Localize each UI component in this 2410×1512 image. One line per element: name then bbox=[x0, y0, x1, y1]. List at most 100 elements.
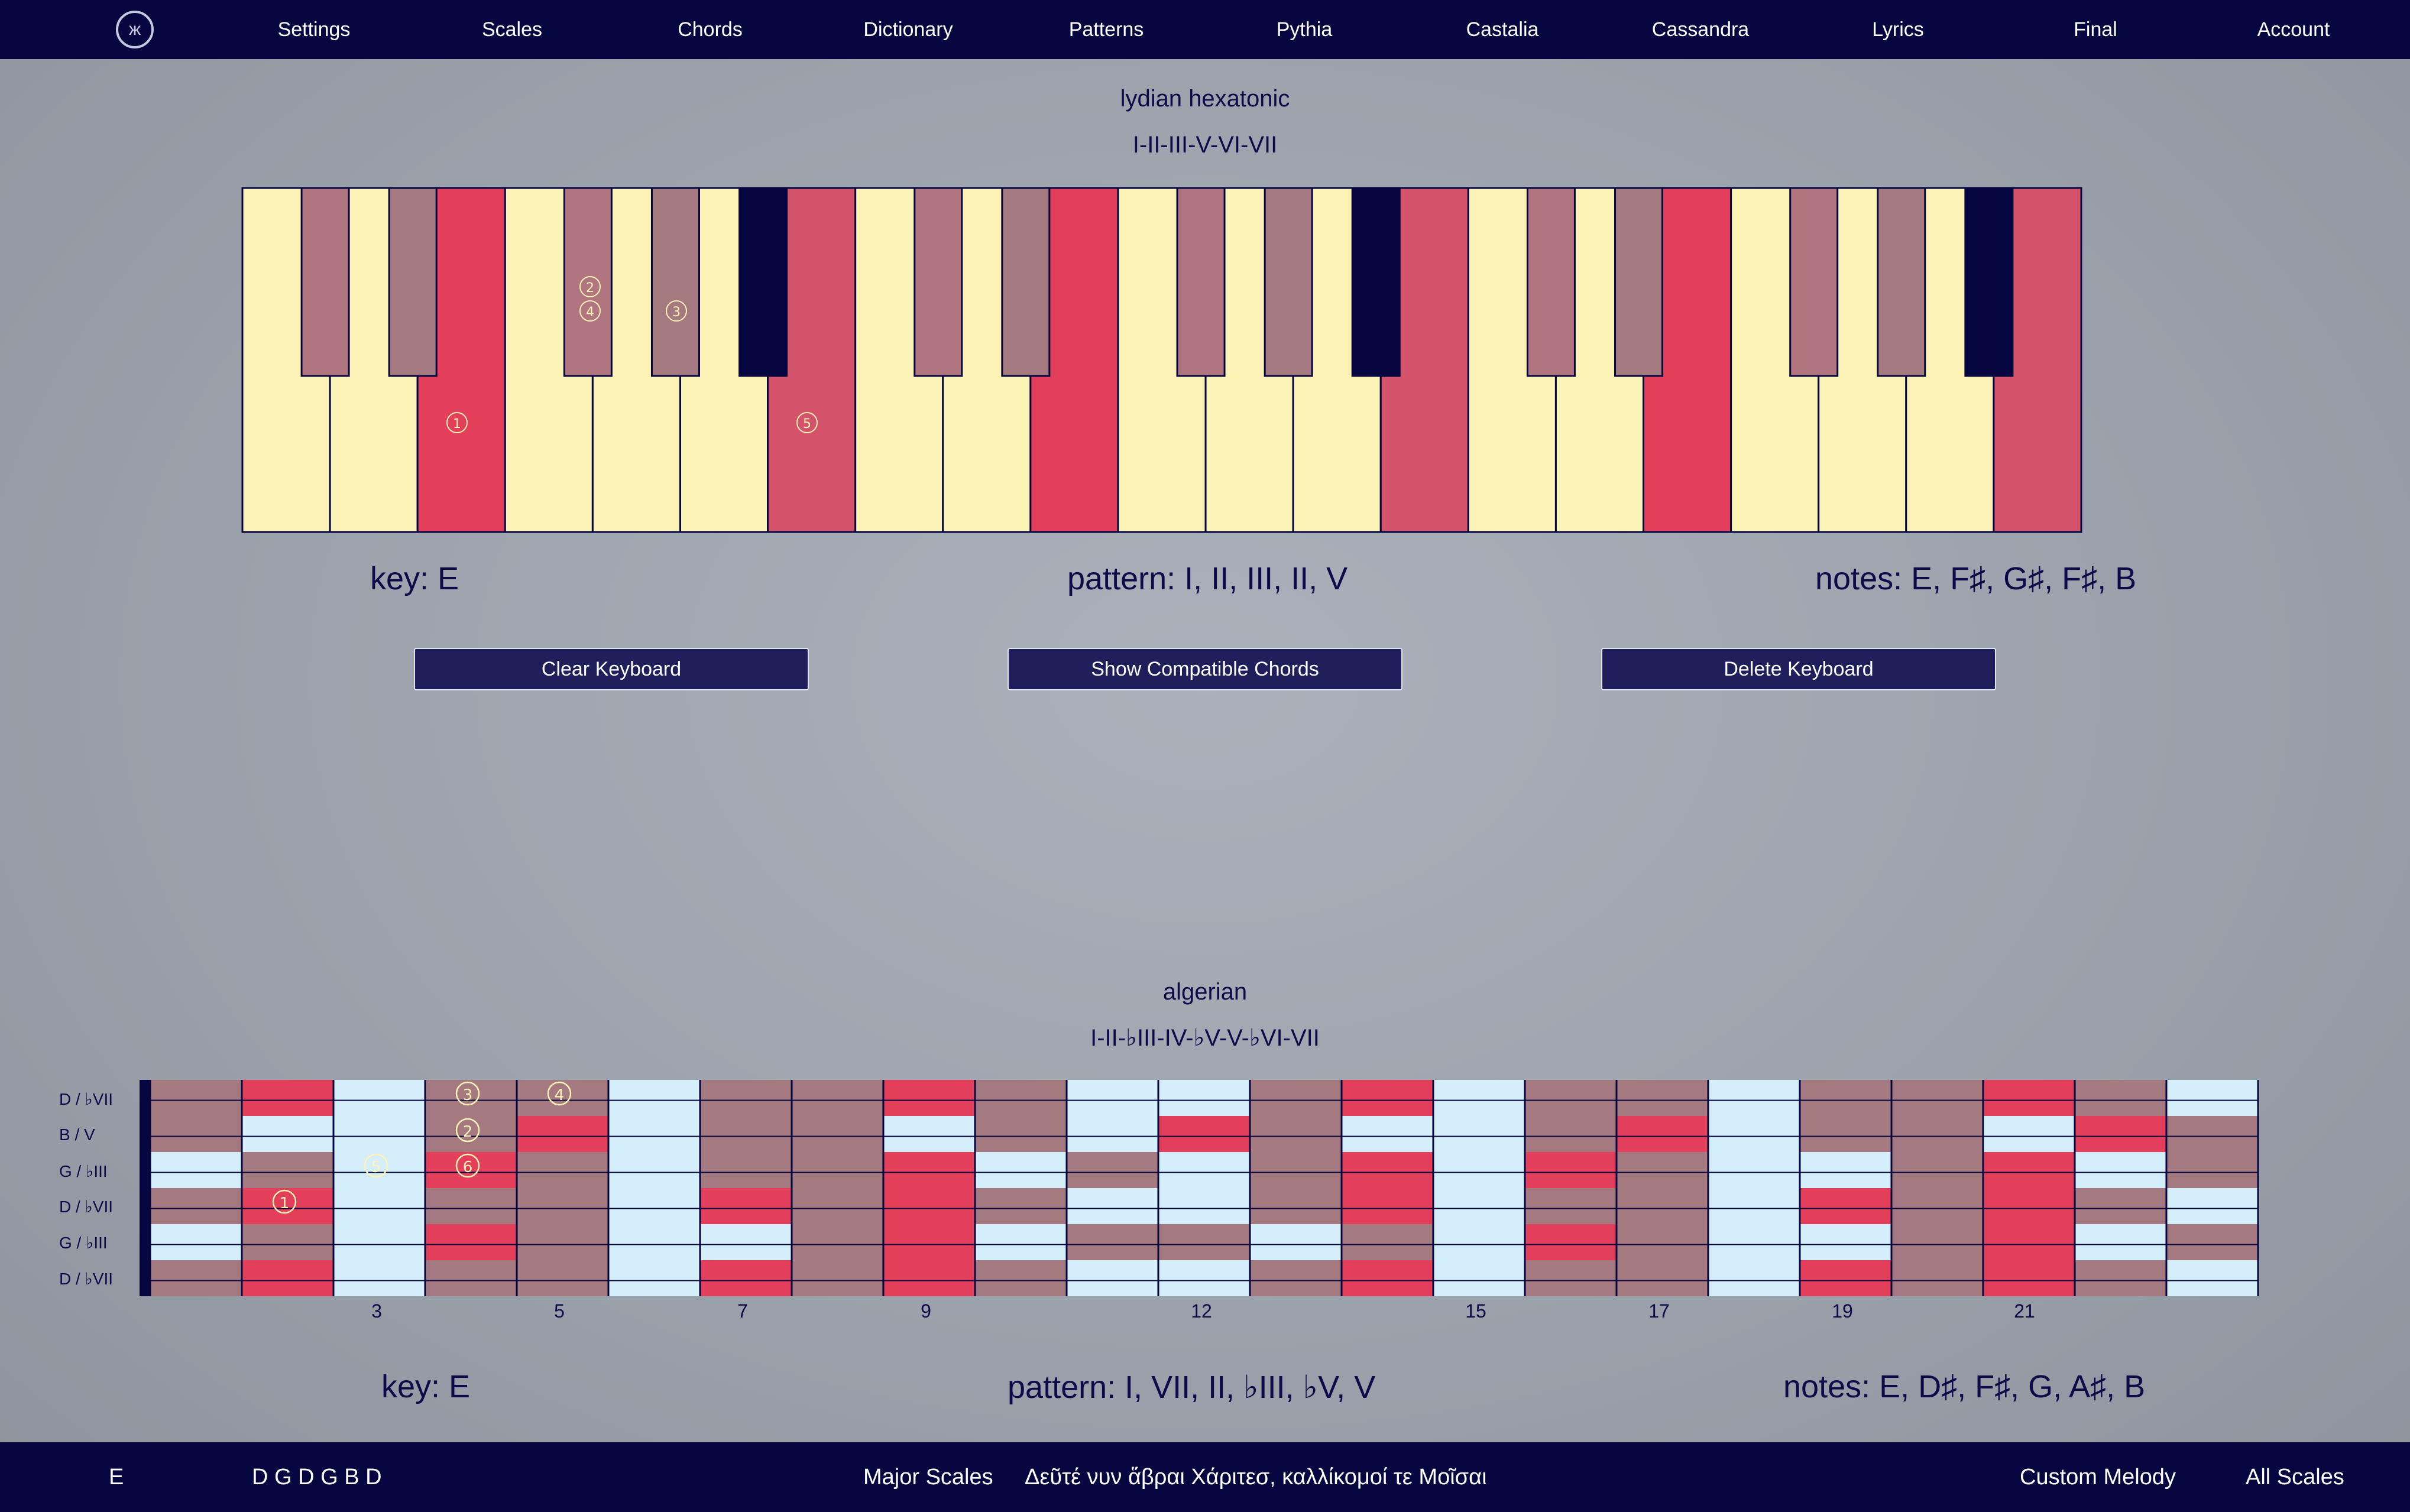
bottom-scale-set[interactable]: Major Scales bbox=[863, 1465, 993, 1490]
guitar-fretboard[interactable]: 3 4 2 5 6 1 bbox=[0, 0, 2410, 1300]
fret-cell-s6-f20[interactable] bbox=[1891, 1260, 1983, 1296]
fret-cell-s3-f4[interactable] bbox=[425, 1152, 517, 1188]
fret-cell-s6-f7[interactable] bbox=[700, 1260, 792, 1296]
fret-cell-s6-f9[interactable] bbox=[883, 1260, 975, 1296]
fret-cell-s2-f14[interactable] bbox=[1342, 1116, 1433, 1152]
black-key-8[interactable] bbox=[1176, 187, 1226, 377]
fret-cell-s6-f15[interactable] bbox=[1433, 1260, 1525, 1296]
fret-cell-s5-f20[interactable] bbox=[1891, 1224, 1983, 1260]
nav-settings[interactable]: Settings bbox=[277, 18, 351, 41]
fret-cell-s5-f5[interactable] bbox=[517, 1224, 608, 1260]
nav-patterns[interactable]: Patterns bbox=[1068, 18, 1144, 41]
fret-cell-s3-f23[interactable] bbox=[2166, 1152, 2258, 1188]
fret-cell-s1-f19[interactable] bbox=[1800, 1080, 1891, 1116]
fret-cell-s4-f17[interactable] bbox=[1617, 1188, 1708, 1224]
fret-cell-s4-f11[interactable] bbox=[1067, 1188, 1158, 1224]
fret-cell-s1-f14[interactable] bbox=[1342, 1080, 1433, 1116]
fret-cell-s4-f4[interactable] bbox=[425, 1188, 517, 1224]
scale-logo-icon[interactable]: ж bbox=[116, 11, 154, 48]
fret-cell-s2-f3[interactable] bbox=[333, 1116, 425, 1152]
fret-cell-s1-f11[interactable] bbox=[1067, 1080, 1158, 1116]
fret-cell-s5-f10[interactable] bbox=[975, 1224, 1067, 1260]
fret-cell-s3-f2[interactable] bbox=[242, 1152, 333, 1188]
fret-cell-s2-f2[interactable] bbox=[242, 1116, 333, 1152]
fret-cell-s3-f14[interactable] bbox=[1342, 1152, 1433, 1188]
fret-cell-s2-f11[interactable] bbox=[1067, 1116, 1158, 1152]
black-key-14[interactable] bbox=[1877, 187, 1926, 377]
nav-cassandra[interactable]: Cassandra bbox=[1651, 18, 1750, 41]
nav-account[interactable]: Account bbox=[2257, 18, 2330, 41]
fret-cell-s3-f12[interactable] bbox=[1158, 1152, 1250, 1188]
fret-cell-s1-f6[interactable] bbox=[608, 1080, 700, 1116]
fret-cell-s6-f13[interactable] bbox=[1250, 1260, 1342, 1296]
fret-cell-s5-f13[interactable] bbox=[1250, 1224, 1342, 1260]
fret-cell-s5-f17[interactable] bbox=[1617, 1224, 1708, 1260]
fret-cell-s2-f4[interactable] bbox=[425, 1116, 517, 1152]
fret-cell-s5-f7[interactable] bbox=[700, 1224, 792, 1260]
fret-cell-s1-f17[interactable] bbox=[1617, 1080, 1708, 1116]
fret-cell-s5-f11[interactable] bbox=[1067, 1224, 1158, 1260]
fret-cell-s1-f2[interactable] bbox=[242, 1080, 333, 1116]
nav-lyrics[interactable]: Lyrics bbox=[1872, 18, 1924, 41]
fret-cell-s5-f22[interactable] bbox=[2075, 1224, 2166, 1260]
fret-cell-s4-f21[interactable] bbox=[1983, 1188, 2075, 1224]
fret-cell-s4-f19[interactable] bbox=[1800, 1188, 1891, 1224]
fret-cell-s5-f3[interactable] bbox=[333, 1224, 425, 1260]
fret-cell-s3-f7[interactable] bbox=[700, 1152, 792, 1188]
fret-cell-s2-f15[interactable] bbox=[1433, 1116, 1525, 1152]
nav-pythia[interactable]: Pythia bbox=[1276, 18, 1333, 41]
fret-cell-s4-f14[interactable] bbox=[1342, 1188, 1433, 1224]
fret-cell-s5-f19[interactable] bbox=[1800, 1224, 1891, 1260]
black-key-4[interactable] bbox=[650, 187, 700, 377]
fret-cell-s5-f12[interactable] bbox=[1158, 1224, 1250, 1260]
fret-cell-s4-f22[interactable] bbox=[2075, 1188, 2166, 1224]
fret-cell-s2-f1[interactable] bbox=[150, 1116, 242, 1152]
fret-cell-s4-f6[interactable] bbox=[608, 1188, 700, 1224]
fret-cell-s2-f18[interactable] bbox=[1708, 1116, 1800, 1152]
piano-keyboard[interactable]: 1 2 4 3 5 bbox=[0, 0, 2410, 544]
fret-cell-s1-f3[interactable] bbox=[333, 1080, 425, 1116]
fret-cell-s6-f8[interactable] bbox=[792, 1260, 883, 1296]
fret-cell-s3-f5[interactable] bbox=[517, 1152, 608, 1188]
black-key-9[interactable] bbox=[1264, 187, 1313, 377]
fret-cell-s5-f15[interactable] bbox=[1433, 1224, 1525, 1260]
nav-castalia[interactable]: Castalia bbox=[1466, 18, 1539, 41]
fret-cell-s4-f9[interactable] bbox=[883, 1188, 975, 1224]
fret-cell-s5-f2[interactable] bbox=[242, 1224, 333, 1260]
fret-cell-s2-f22[interactable] bbox=[2075, 1116, 2166, 1152]
fret-cell-s1-f16[interactable] bbox=[1525, 1080, 1617, 1116]
fret-cell-s6-f1[interactable] bbox=[150, 1260, 242, 1296]
fret-cell-s2-f10[interactable] bbox=[975, 1116, 1067, 1152]
fret-cell-s4-f16[interactable] bbox=[1525, 1188, 1617, 1224]
fret-cell-s2-f9[interactable] bbox=[883, 1116, 975, 1152]
fret-cell-s2-f12[interactable] bbox=[1158, 1116, 1250, 1152]
fret-cell-s1-f10[interactable] bbox=[975, 1080, 1067, 1116]
fret-cell-s6-f14[interactable] bbox=[1342, 1260, 1433, 1296]
fret-cell-s6-f18[interactable] bbox=[1708, 1260, 1800, 1296]
fret-cell-s4-f23[interactable] bbox=[2166, 1188, 2258, 1224]
fret-cell-s2-f19[interactable] bbox=[1800, 1116, 1891, 1152]
fret-cell-s1-f5[interactable] bbox=[517, 1080, 608, 1116]
fret-cell-s6-f17[interactable] bbox=[1617, 1260, 1708, 1296]
black-key-10[interactable] bbox=[1351, 187, 1401, 377]
fret-cell-s6-f21[interactable] bbox=[1983, 1260, 2075, 1296]
fret-cell-s4-f18[interactable] bbox=[1708, 1188, 1800, 1224]
fret-cell-s4-f7[interactable] bbox=[700, 1188, 792, 1224]
fret-cell-s3-f13[interactable] bbox=[1250, 1152, 1342, 1188]
fret-cell-s4-f3[interactable] bbox=[333, 1188, 425, 1224]
black-key-12[interactable] bbox=[1614, 187, 1664, 377]
fret-cell-s6-f23[interactable] bbox=[2166, 1260, 2258, 1296]
fret-cell-s6-f10[interactable] bbox=[975, 1260, 1067, 1296]
fret-cell-s3-f15[interactable] bbox=[1433, 1152, 1525, 1188]
fret-cell-s1-f1[interactable] bbox=[150, 1080, 242, 1116]
fret-cell-s1-f4[interactable] bbox=[425, 1080, 517, 1116]
fret-cell-s3-f21[interactable] bbox=[1983, 1152, 2075, 1188]
fret-cell-s3-f16[interactable] bbox=[1525, 1152, 1617, 1188]
fret-cell-s5-f9[interactable] bbox=[883, 1224, 975, 1260]
fret-cell-s1-f9[interactable] bbox=[883, 1080, 975, 1116]
show-compatible-chords-button[interactable]: Show Compatible Chords bbox=[1008, 648, 1402, 690]
fret-cell-s1-f15[interactable] bbox=[1433, 1080, 1525, 1116]
fret-cell-s6-f3[interactable] bbox=[333, 1260, 425, 1296]
delete-keyboard-button[interactable]: Delete Keyboard bbox=[1601, 648, 1996, 690]
fret-cell-s2-f8[interactable] bbox=[792, 1116, 883, 1152]
